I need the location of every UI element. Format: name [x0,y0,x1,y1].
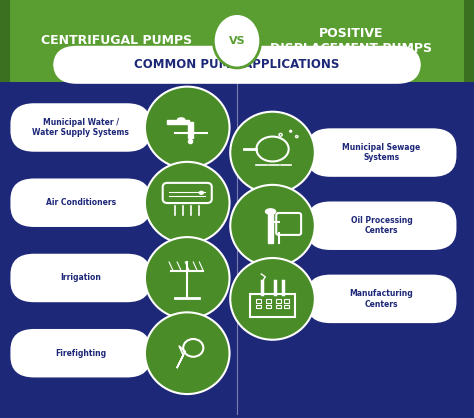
FancyBboxPatch shape [10,254,151,302]
Text: COMMON PUMP APPLICATIONS: COMMON PUMP APPLICATIONS [134,58,340,71]
Ellipse shape [145,237,229,319]
FancyBboxPatch shape [10,329,151,377]
FancyArrow shape [167,120,189,124]
Text: Manufacturing
Centers: Manufacturing Centers [350,289,413,308]
FancyBboxPatch shape [307,201,456,250]
FancyBboxPatch shape [307,275,456,323]
Ellipse shape [145,162,229,244]
Ellipse shape [199,191,203,194]
Ellipse shape [230,185,315,267]
FancyBboxPatch shape [0,0,474,82]
Text: POSITIVE
DISPLACEMENT PUMPS: POSITIVE DISPLACEMENT PUMPS [270,27,432,55]
Ellipse shape [230,112,315,194]
Text: Municipal Sewage
Systems: Municipal Sewage Systems [342,143,421,162]
Text: Municipal Water /
Water Supply Systems: Municipal Water / Water Supply Systems [32,118,129,137]
Text: CENTRIFUGAL PUMPS: CENTRIFUGAL PUMPS [41,34,191,47]
Ellipse shape [265,209,275,214]
FancyArrow shape [188,122,193,138]
Ellipse shape [145,312,229,394]
Ellipse shape [230,258,315,340]
Text: Oil Processing
Centers: Oil Processing Centers [351,216,412,235]
Ellipse shape [213,13,261,68]
FancyBboxPatch shape [307,128,456,177]
FancyBboxPatch shape [0,0,10,82]
Text: Irrigation: Irrigation [60,273,101,283]
Text: Firefighting: Firefighting [55,349,106,358]
Text: VS: VS [228,36,246,46]
FancyBboxPatch shape [10,103,151,152]
FancyArrow shape [268,212,273,243]
Text: Air Conditioners: Air Conditioners [46,198,116,207]
FancyBboxPatch shape [464,0,474,82]
FancyBboxPatch shape [53,46,421,84]
Ellipse shape [145,87,229,168]
Ellipse shape [178,118,185,122]
FancyBboxPatch shape [10,178,151,227]
